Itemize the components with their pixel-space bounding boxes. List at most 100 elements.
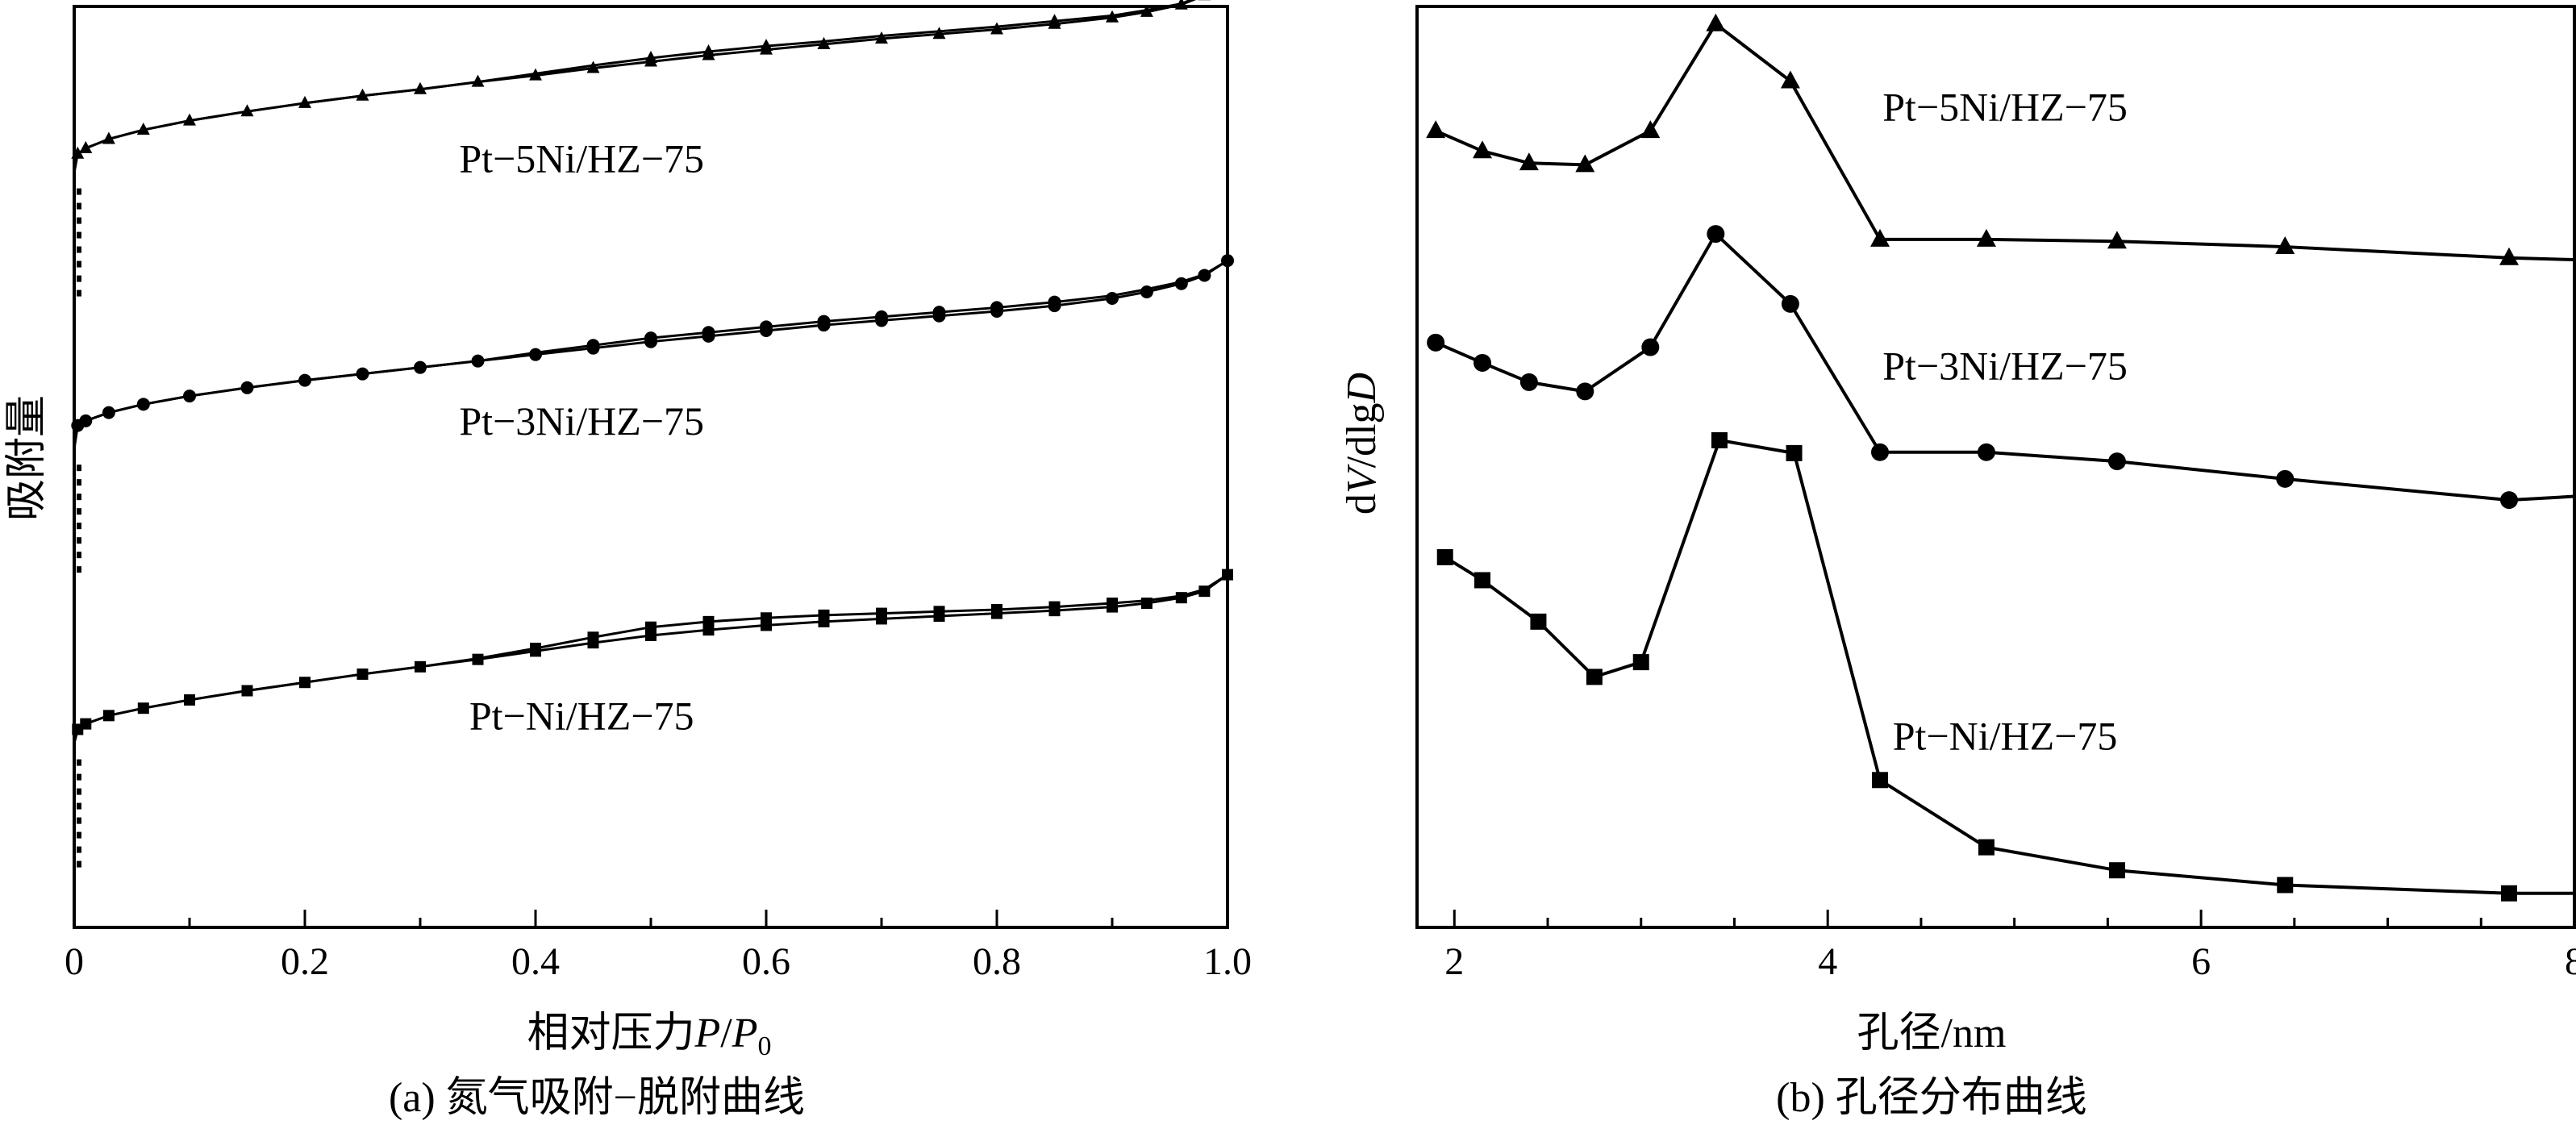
desorption-point: [645, 621, 657, 633]
low-pressure-point: [77, 202, 81, 210]
x-axis-label-a-prefix: 相对压力: [527, 1010, 695, 1056]
x-tick-label-b: 4: [1818, 940, 1837, 983]
adsorption-point: [136, 398, 150, 411]
adsorption-point: [136, 123, 150, 135]
adsorption-point: [875, 31, 888, 44]
pore-series-2: [1436, 431, 2574, 902]
adsorption-point: [356, 367, 369, 381]
pore-point: [2107, 231, 2127, 249]
desorption-point: [1107, 598, 1118, 610]
x-tick-label-b: 8: [2565, 940, 2576, 983]
isotherm-series-1: [71, 254, 1234, 573]
adsorption-point: [1106, 10, 1119, 23]
x-tick-label-b: 2: [1444, 940, 1464, 983]
desorption-point: [1048, 14, 1061, 27]
desorption-point: [933, 606, 945, 618]
pore-point: [2277, 877, 2294, 894]
low-pressure-point: [77, 465, 81, 472]
x-tick-label-a: 1.0: [1203, 940, 1252, 983]
pore-point: [1530, 613, 1547, 630]
desorption-point: [932, 306, 946, 319]
low-pressure-point: [77, 246, 81, 253]
plot-frame-b: [1415, 5, 2576, 929]
adsorption-point: [586, 60, 600, 73]
x-axis-label-a-slash: /: [720, 1010, 732, 1056]
adsorption-point: [102, 710, 115, 722]
pore-point: [1519, 152, 1539, 171]
caption-b: (b) 孔径分布曲线: [1776, 1075, 2087, 1121]
desorption-point: [587, 631, 599, 644]
pore-point: [1426, 120, 1446, 139]
low-pressure-point: [77, 523, 81, 530]
low-pressure-point: [77, 494, 81, 501]
pore-point: [1436, 548, 1453, 565]
series-label-b-0: Pt−5Ni/HZ−75: [1882, 85, 2128, 130]
pore-point: [1474, 572, 1491, 589]
y-axis-label-a: 吸附量: [4, 395, 50, 521]
desorption-point: [586, 339, 600, 352]
low-pressure-point: [77, 831, 81, 839]
low-pressure-point: [77, 537, 81, 544]
x-tick-label-a: 0: [65, 940, 84, 983]
desorption-point: [761, 612, 772, 624]
adsorption-point: [183, 390, 196, 403]
y-axis-label-b-d: D: [1339, 373, 1385, 404]
pore-point: [1576, 382, 1594, 401]
pore-point: [1632, 654, 1649, 671]
adsorption-point: [102, 131, 115, 144]
adsorption-point: [1198, 269, 1211, 282]
low-pressure-point: [77, 846, 81, 853]
adsorption-point: [240, 104, 254, 117]
desorption-point: [702, 615, 715, 627]
pore-point: [1872, 772, 1888, 789]
adsorption-point: [414, 360, 427, 374]
adsorption-point: [79, 414, 93, 427]
adsorption-point: [71, 146, 85, 159]
x-axis-label-a-var: P: [694, 1010, 721, 1056]
low-pressure-point: [77, 552, 81, 559]
adsorption-point: [817, 36, 831, 49]
desorption-line: [73, 0, 1194, 173]
pore-point: [1519, 373, 1538, 391]
adsorption-point: [80, 718, 92, 730]
low-pressure-point: [77, 479, 81, 486]
desorption-point: [1048, 601, 1061, 613]
isotherm-panel: 0 0.2 0.4 0.6 0.8 1.0 Pt−5Ni/HZ−75 Pt−3Ni/HZ−7…: [4, 0, 1252, 1121]
adsorption-point: [356, 88, 369, 101]
series-label-b-1: Pt−3Ni/HZ−75: [1882, 344, 2128, 389]
adsorption-point: [79, 140, 93, 153]
adsorption-point: [990, 22, 1003, 35]
adsorption-point: [414, 81, 427, 94]
adsorption-point: [298, 373, 311, 387]
adsorption-point: [471, 74, 485, 87]
x-tick-label-a: 0.4: [511, 940, 560, 983]
adsorption-point: [184, 694, 195, 706]
x-tick-label-a: 0.6: [742, 940, 790, 983]
pore-line: [1444, 438, 2574, 895]
low-pressure-point: [77, 759, 81, 766]
desorption-point: [818, 609, 830, 621]
x-axis-label-a-sub: 0: [758, 1031, 772, 1061]
low-pressure-point: [77, 508, 81, 515]
x-axis-label-a-var2: P: [732, 1010, 758, 1056]
desorption-point: [702, 326, 715, 340]
pore-point: [1640, 120, 1661, 139]
x-axis-ticks-a: 0 0.2 0.4 0.6 0.8 1.0: [65, 910, 1252, 983]
desorption-point: [760, 320, 773, 334]
adsorption-point: [299, 677, 311, 689]
pore-point: [1976, 228, 1996, 247]
adsorption-point: [137, 702, 149, 714]
isotherm-series-2: [72, 569, 1233, 868]
desorption-line: [73, 259, 1228, 449]
y-axis-label-b: dV/dlgD: [1339, 373, 1385, 515]
x-axis-ticks-b: 2 4 6 8: [1444, 910, 2576, 983]
adsorption-point: [183, 113, 196, 126]
desorption-point: [876, 607, 887, 619]
desorption-point: [644, 50, 657, 63]
pore-point: [1711, 431, 1728, 448]
y-axis-label-b-pre: d: [1339, 494, 1385, 515]
adsorption-point: [356, 668, 369, 680]
adsorption-point: [298, 95, 311, 108]
pore-point: [1473, 140, 1493, 159]
